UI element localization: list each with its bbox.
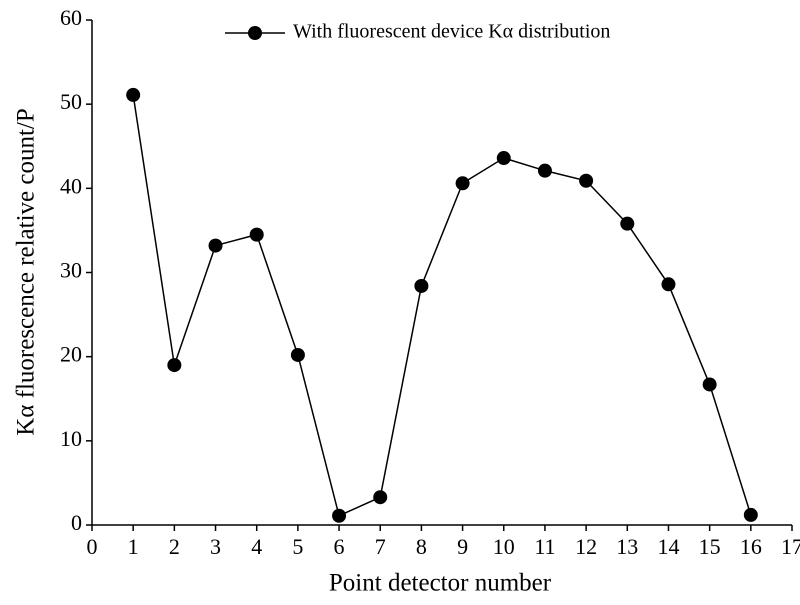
x-tick-label: 12	[575, 534, 597, 559]
x-axis-title: Point detector number	[329, 570, 552, 597]
x-tick-label: 2	[169, 534, 180, 559]
data-point	[537, 163, 552, 178]
data-point	[579, 173, 594, 188]
x-tick-label: 9	[457, 534, 468, 559]
x-tick-label: 17	[781, 534, 800, 559]
y-tick-label: 40	[60, 173, 82, 198]
data-point	[126, 87, 141, 102]
x-tick-label: 8	[416, 534, 427, 559]
x-tick-label: 6	[334, 534, 345, 559]
y-tick-label: 10	[60, 426, 82, 451]
data-point	[496, 151, 511, 166]
data-point	[414, 278, 429, 293]
y-axis-title: Kα fluorescence relative count/P	[13, 108, 40, 436]
y-tick-label: 60	[60, 5, 82, 30]
legend-label: With fluorescent device Kα distribution	[293, 21, 610, 43]
x-tick-label: 0	[87, 534, 98, 559]
x-tick-label: 11	[534, 534, 555, 559]
x-tick-label: 15	[699, 534, 721, 559]
x-tick-label: 10	[493, 534, 515, 559]
legend-marker	[248, 26, 262, 40]
data-point	[743, 507, 758, 522]
data-point	[167, 358, 182, 373]
data-point	[702, 377, 717, 392]
series-line	[132, 94, 752, 517]
data-point	[249, 227, 264, 242]
data-point	[373, 490, 388, 505]
x-tick-label: 1	[128, 534, 139, 559]
data-point	[661, 277, 676, 292]
data-point	[620, 216, 635, 231]
x-tick-label: 14	[657, 534, 679, 559]
x-tick-label: 7	[375, 534, 386, 559]
y-tick-label: 30	[60, 258, 82, 283]
data-point	[208, 238, 223, 253]
data-point	[290, 347, 305, 362]
data-point	[455, 176, 470, 191]
data-point	[332, 508, 347, 523]
y-tick-label: 20	[60, 342, 82, 367]
x-tick-label: 5	[292, 534, 303, 559]
x-tick-label: 4	[251, 534, 262, 559]
y-tick-label: 0	[71, 510, 82, 535]
x-tick-label: 3	[210, 534, 221, 559]
x-tick-label: 16	[740, 534, 762, 559]
y-tick-label: 50	[60, 89, 82, 114]
x-tick-label: 13	[616, 534, 638, 559]
